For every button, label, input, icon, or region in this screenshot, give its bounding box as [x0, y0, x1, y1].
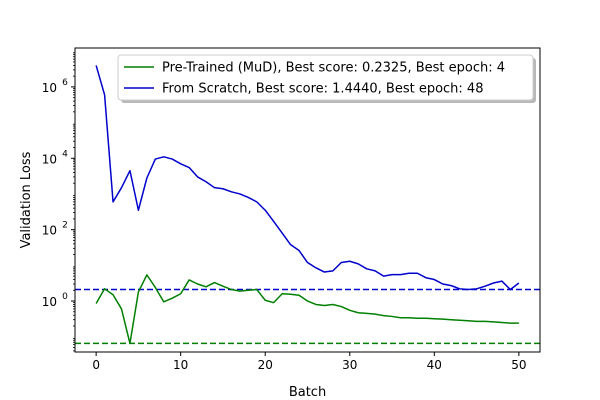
x-axis-ticks: 0 10 20 30 40 50 [92, 352, 527, 372]
x-tick-label: 20 [258, 358, 273, 372]
y-axis-ticks: 10 0 10 2 10 4 10 6 [42, 52, 75, 352]
y-tick-exponent: 2 [62, 221, 68, 231]
x-tick-label: 50 [511, 358, 526, 372]
series-line-1 [95, 65, 520, 291]
plot-frame [74, 47, 541, 353]
y-tick-exponent: 4 [62, 149, 68, 159]
legend-items: Pre-Trained (MuD), Best score: 0.2325, B… [124, 61, 505, 97]
x-tick-label: 10 [173, 358, 188, 372]
y-tick-label: 10 [42, 295, 57, 309]
legend-label-1: From Scratch, Best score: 1.4440, Best e… [162, 82, 483, 97]
y-axis-label: Validation Loss [19, 151, 34, 248]
series-layer [95, 65, 520, 345]
y-tick-label: 10 [42, 81, 57, 95]
legend: Pre-Trained (MuD), Best score: 0.2325, B… [117, 54, 536, 103]
y-tick-label: 10 [42, 224, 57, 238]
x-tick-label: 0 [92, 358, 100, 372]
x-axis-label: Batch [289, 385, 326, 400]
legend-label-0: Pre-Trained (MuD), Best score: 0.2325, B… [162, 61, 505, 76]
y-tick-exponent: 0 [62, 292, 68, 302]
x-tick-label: 40 [427, 358, 442, 372]
y-tick-label: 10 [42, 152, 57, 166]
x-tick-label: 30 [342, 358, 357, 372]
series-line-0 [95, 274, 519, 345]
legend-box [117, 54, 534, 101]
y-tick-exponent: 6 [62, 78, 68, 88]
